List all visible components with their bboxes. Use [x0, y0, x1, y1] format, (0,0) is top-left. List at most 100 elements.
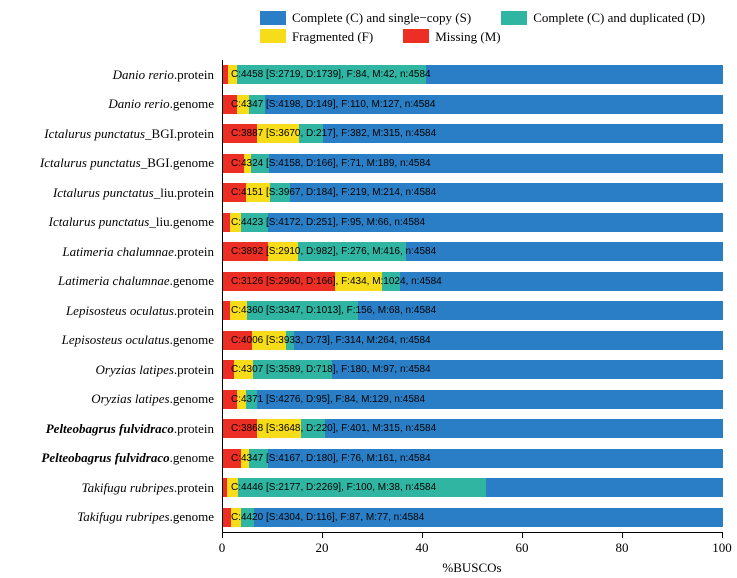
row-label: Oryzias latipes.protein	[0, 355, 220, 385]
bar-row: C:3892 [S:2910, D:982], F:276, M:416, n:…	[223, 237, 723, 267]
legend-item-frag: Fragmented (F)	[260, 29, 373, 45]
stacked-bar: C:4151 [S:3967, D:184], F:219, M:214, n:…	[223, 183, 723, 202]
bar-overlay-text: C:3892 [S:2910, D:982], F:276, M:416, n:…	[231, 242, 436, 261]
bar-row: C:3868 [S:3648, D:220], F:401, M:315, n:…	[223, 414, 723, 444]
row-label: Danio rerio.genome	[0, 90, 220, 120]
swatch-frag	[260, 29, 286, 43]
x-axis: %BUSCOs 020406080100	[222, 532, 722, 572]
stacked-bar: C:3887 [S:3670, D:217], F:382, M:315, n:…	[223, 124, 723, 143]
legend-label-frag: Fragmented (F)	[292, 29, 373, 45]
bar-row: C:4360 [S:3347, D:1013], F:156, M:68, n:…	[223, 296, 723, 326]
x-tick	[722, 532, 723, 538]
y-axis-labels: Danio rerio.proteinDanio rerio.genomeIct…	[0, 60, 220, 532]
bar-overlay-text: C:3887 [S:3670, D:217], F:382, M:315, n:…	[231, 124, 436, 143]
bar-row: C:3887 [S:3670, D:217], F:382, M:315, n:…	[223, 119, 723, 149]
bar-row: C:4324 [S:4158, D:166], F:71, M:189, n:4…	[223, 149, 723, 179]
bar-row: C:4446 [S:2177, D:2269], F:100, M:38, n:…	[223, 473, 723, 503]
legend: Complete (C) and single−copy (S) Complet…	[260, 10, 705, 47]
x-tick-label: 100	[712, 540, 732, 556]
bar-row: C:3126 [S:2960, D:166], F:434, M:1024, n…	[223, 267, 723, 297]
legend-label-single: Complete (C) and single−copy (S)	[292, 10, 471, 26]
x-tick-label: 20	[316, 540, 329, 556]
bar-row: C:4423 [S:4172, D:251], F:95, M:66, n:45…	[223, 208, 723, 238]
bar-overlay-text: C:4006 [S:3933, D:73], F:314, M:264, n:4…	[231, 331, 431, 350]
stacked-bar: C:3868 [S:3648, D:220], F:401, M:315, n:…	[223, 419, 723, 438]
stacked-bar: C:4347 [S:4198, D:149], F:110, M:127, n:…	[223, 95, 723, 114]
segment-single	[406, 242, 723, 261]
row-label: Ictalurus punctatus_liu.protein	[0, 178, 220, 208]
bar-row: C:4347 [S:4167, D:180], F:76, M:161, n:4…	[223, 444, 723, 474]
x-axis-label: %BUSCOs	[442, 560, 501, 576]
bar-overlay-text: C:4151 [S:3967, D:184], F:219, M:214, n:…	[231, 183, 436, 202]
bar-overlay-text: C:4324 [S:4158, D:166], F:71, M:189, n:4…	[231, 154, 431, 173]
row-label: Pelteobagrus fulvidraco.genome	[0, 444, 220, 474]
row-label: Ictalurus punctatus_BGI.protein	[0, 119, 220, 149]
bar-overlay-text: C:4347 [S:4167, D:180], F:76, M:161, n:4…	[231, 449, 431, 468]
swatch-miss	[403, 29, 429, 43]
bar-row: C:4420 [S:4304, D:116], F:87, M:77, n:45…	[223, 503, 723, 533]
x-tick	[322, 532, 323, 538]
row-label: Oryzias latipes.genome	[0, 385, 220, 415]
legend-row: Complete (C) and single−copy (S) Complet…	[260, 10, 705, 26]
legend-row: Fragmented (F) Missing (M)	[260, 29, 705, 45]
bar-overlay-text: C:4360 [S:3347, D:1013], F:156, M:68, n:…	[231, 301, 436, 320]
stacked-bar: C:4324 [S:4158, D:166], F:71, M:189, n:4…	[223, 154, 723, 173]
x-tick-label: 0	[219, 540, 226, 556]
bar-row: C:4458 [S:2719, D:1739], F:84, M:42, n:4…	[223, 60, 723, 90]
bar-overlay-text: C:4423 [S:4172, D:251], F:95, M:66, n:45…	[231, 213, 425, 232]
segment-single	[400, 272, 723, 291]
bar-row: C:4151 [S:3967, D:184], F:219, M:214, n:…	[223, 178, 723, 208]
segment-single	[426, 65, 723, 84]
stacked-bar: C:3892 [S:2910, D:982], F:276, M:416, n:…	[223, 242, 723, 261]
segment-miss	[223, 301, 230, 320]
row-label: Ictalurus punctatus_liu.genome	[0, 208, 220, 238]
stacked-bar: C:4360 [S:3347, D:1013], F:156, M:68, n:…	[223, 301, 723, 320]
stacked-bar: C:3126 [S:2960, D:166], F:434, M:1024, n…	[223, 272, 723, 291]
plot-area: C:4458 [S:2719, D:1739], F:84, M:42, n:4…	[222, 60, 723, 533]
bar-overlay-text: C:4458 [S:2719, D:1739], F:84, M:42, n:4…	[231, 65, 431, 84]
stacked-bar: C:4423 [S:4172, D:251], F:95, M:66, n:45…	[223, 213, 723, 232]
bar-overlay-text: C:4446 [S:2177, D:2269], F:100, M:38, n:…	[231, 478, 436, 497]
x-tick-label: 40	[416, 540, 429, 556]
legend-label-miss: Missing (M)	[435, 29, 500, 45]
bar-row: C:4307 [S:3589, D:718], F:180, M:97, n:4…	[223, 355, 723, 385]
row-label: Takifugu rubripes.protein	[0, 473, 220, 503]
stacked-bar: C:4347 [S:4167, D:180], F:76, M:161, n:4…	[223, 449, 723, 468]
bar-overlay-text: C:4347 [S:4198, D:149], F:110, M:127, n:…	[231, 95, 435, 114]
row-label: Pelteobagrus fulvidraco.protein	[0, 414, 220, 444]
row-label: Lepisosteus oculatus.protein	[0, 296, 220, 326]
row-label: Lepisosteus oculatus.genome	[0, 326, 220, 356]
segment-miss	[223, 213, 230, 232]
bar-overlay-text: C:3126 [S:2960, D:166], F:434, M:1024, n…	[231, 272, 442, 291]
row-label: Latimeria chalumnae.protein	[0, 237, 220, 267]
x-tick-label: 60	[516, 540, 529, 556]
bar-row: C:4347 [S:4198, D:149], F:110, M:127, n:…	[223, 90, 723, 120]
bar-overlay-text: C:4420 [S:4304, D:116], F:87, M:77, n:45…	[231, 508, 424, 527]
stacked-bar: C:4006 [S:3933, D:73], F:314, M:264, n:4…	[223, 331, 723, 350]
row-label: Ictalurus punctatus_BGI.genome	[0, 149, 220, 179]
x-tick	[222, 532, 223, 538]
stacked-bar: C:4307 [S:3589, D:718], F:180, M:97, n:4…	[223, 360, 723, 379]
x-tick	[622, 532, 623, 538]
bar-overlay-text: C:4307 [S:3589, D:718], F:180, M:97, n:4…	[231, 360, 431, 379]
stacked-bar: C:4458 [S:2719, D:1739], F:84, M:42, n:4…	[223, 65, 723, 84]
legend-item-miss: Missing (M)	[403, 29, 500, 45]
bars-container: C:4458 [S:2719, D:1739], F:84, M:42, n:4…	[223, 60, 723, 532]
swatch-dup	[501, 11, 527, 25]
bar-overlay-text: C:3868 [S:3648, D:220], F:401, M:315, n:…	[231, 419, 436, 438]
stacked-bar: C:4446 [S:2177, D:2269], F:100, M:38, n:…	[223, 478, 723, 497]
legend-label-dup: Complete (C) and duplicated (D)	[533, 10, 705, 26]
legend-item-single: Complete (C) and single−copy (S)	[260, 10, 471, 26]
row-label: Danio rerio.protein	[0, 60, 220, 90]
row-label: Takifugu rubripes.genome	[0, 503, 220, 533]
stacked-bar: C:4420 [S:4304, D:116], F:87, M:77, n:45…	[223, 508, 723, 527]
x-tick-label: 80	[616, 540, 629, 556]
segment-single	[486, 478, 723, 497]
swatch-single	[260, 11, 286, 25]
bar-row: C:4371 [S:4276, D:95], F:84, M:129, n:45…	[223, 385, 723, 415]
bar-row: C:4006 [S:3933, D:73], F:314, M:264, n:4…	[223, 326, 723, 356]
x-tick	[422, 532, 423, 538]
x-tick	[522, 532, 523, 538]
row-label: Latimeria chalumnae.genome	[0, 267, 220, 297]
stacked-bar: C:4371 [S:4276, D:95], F:84, M:129, n:45…	[223, 390, 723, 409]
